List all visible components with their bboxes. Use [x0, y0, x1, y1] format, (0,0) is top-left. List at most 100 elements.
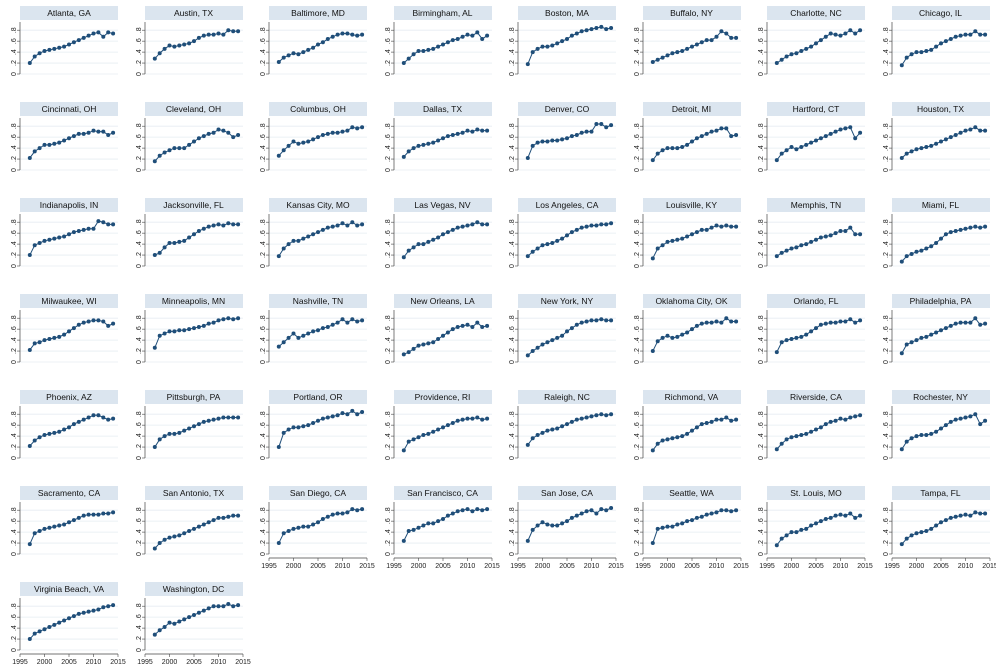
- data-point: [47, 337, 52, 342]
- data-point: [416, 525, 420, 530]
- y-tick-label: .6: [758, 38, 765, 44]
- data-point: [923, 334, 928, 339]
- data-point: [286, 427, 291, 432]
- y-tick-label: .4: [633, 529, 640, 535]
- data-point: [904, 151, 909, 156]
- data-point: [81, 513, 86, 518]
- y-tick-label: .2: [758, 60, 765, 66]
- data-point: [967, 225, 972, 230]
- data-point: [71, 230, 76, 235]
- data-point: [535, 523, 540, 528]
- data-point: [958, 320, 963, 325]
- data-point: [191, 424, 196, 429]
- series-line: [776, 29, 861, 64]
- data-point: [345, 128, 350, 133]
- data-point: [455, 36, 460, 41]
- data-point: [301, 333, 306, 338]
- y-tick-label: .2: [758, 156, 765, 162]
- data-point: [460, 323, 465, 328]
- y-tick-label: .6: [11, 38, 18, 44]
- data-point: [345, 223, 350, 228]
- data-point: [525, 353, 530, 358]
- data-point: [171, 241, 176, 246]
- data-point: [838, 127, 843, 132]
- data-point: [953, 34, 958, 39]
- facet-panel: Columbus, OH 0 .2 .4 .6 .8: [249, 96, 373, 188]
- data-point: [286, 335, 291, 340]
- data-point: [599, 412, 604, 417]
- data-point: [162, 245, 167, 250]
- data-point: [106, 604, 111, 609]
- data-point: [699, 514, 704, 519]
- y-tick-label: .2: [758, 444, 765, 450]
- data-point: [899, 63, 904, 68]
- data-point: [609, 318, 614, 323]
- facet-title: Detroit, MI: [642, 102, 741, 116]
- data-point: [425, 47, 430, 52]
- data-point: [928, 244, 933, 249]
- data-point: [171, 329, 176, 334]
- facet-title: Houston, TX: [891, 102, 990, 116]
- data-point: [186, 142, 191, 147]
- facet-plot: 0 .2 .4 .6 .8: [633, 118, 741, 172]
- facet-plot: 0 .2 .4 .6 .8: [11, 118, 118, 172]
- facet-title: Portland, OR: [269, 390, 367, 404]
- series-line: [776, 414, 861, 450]
- data-point: [709, 38, 714, 43]
- data-point: [833, 320, 838, 325]
- y-tick-label: 0: [509, 456, 516, 460]
- data-point: [933, 141, 938, 146]
- series-line: [527, 318, 612, 356]
- facet-panel: San Diego, CA 0 .2 .4 .6 .8 1995 2000 2005 2010 20…: [249, 480, 375, 572]
- data-point: [569, 134, 574, 139]
- y-tick-label: .8: [633, 27, 640, 33]
- data-point: [355, 126, 360, 131]
- data-point: [818, 322, 823, 327]
- data-point: [330, 414, 335, 419]
- data-point: [81, 610, 86, 615]
- y-tick-label: 0: [260, 168, 267, 172]
- facet-panel: Orlando, FL 0 .2 .4 .6 .8: [747, 288, 871, 380]
- facet-title: Nashville, TN: [269, 294, 367, 308]
- data-point: [320, 227, 325, 232]
- data-point: [301, 236, 306, 241]
- data-point: [42, 142, 47, 147]
- data-point: [152, 546, 157, 551]
- data-point: [445, 513, 450, 518]
- data-point: [545, 242, 550, 247]
- data-point: [276, 344, 281, 349]
- data-point: [235, 222, 240, 227]
- data-point: [311, 522, 316, 527]
- y-tick-label: .6: [260, 134, 267, 140]
- data-point: [220, 223, 225, 228]
- data-point: [650, 541, 655, 546]
- data-point: [604, 508, 609, 513]
- data-point: [565, 136, 569, 141]
- data-point: [86, 319, 91, 324]
- data-point: [928, 332, 933, 337]
- data-point: [550, 241, 555, 246]
- data-point: [162, 625, 167, 630]
- y-tick-label: .4: [633, 433, 640, 439]
- data-point: [435, 337, 440, 342]
- data-point: [723, 316, 728, 321]
- y-tick-label: .8: [882, 219, 889, 225]
- y-tick-label: .4: [758, 433, 765, 439]
- series-line: [651, 127, 736, 161]
- data-point: [555, 238, 560, 243]
- data-point: [972, 316, 977, 321]
- y-tick-label: .2: [384, 540, 391, 546]
- facet-panel: Nashville, TN 0 .2 .4 .6 .8: [249, 288, 373, 380]
- y-tick-label: 0: [633, 264, 640, 268]
- data-point: [899, 351, 904, 356]
- data-point: [972, 412, 977, 417]
- x-tick-label: 2010: [335, 563, 351, 570]
- data-point: [152, 56, 157, 61]
- data-point: [479, 417, 484, 422]
- y-tick-label: .8: [882, 507, 889, 513]
- data-point: [977, 32, 982, 37]
- data-point: [858, 232, 863, 237]
- y-tick-label: .4: [11, 529, 18, 535]
- y-tick-label: .6: [758, 422, 765, 428]
